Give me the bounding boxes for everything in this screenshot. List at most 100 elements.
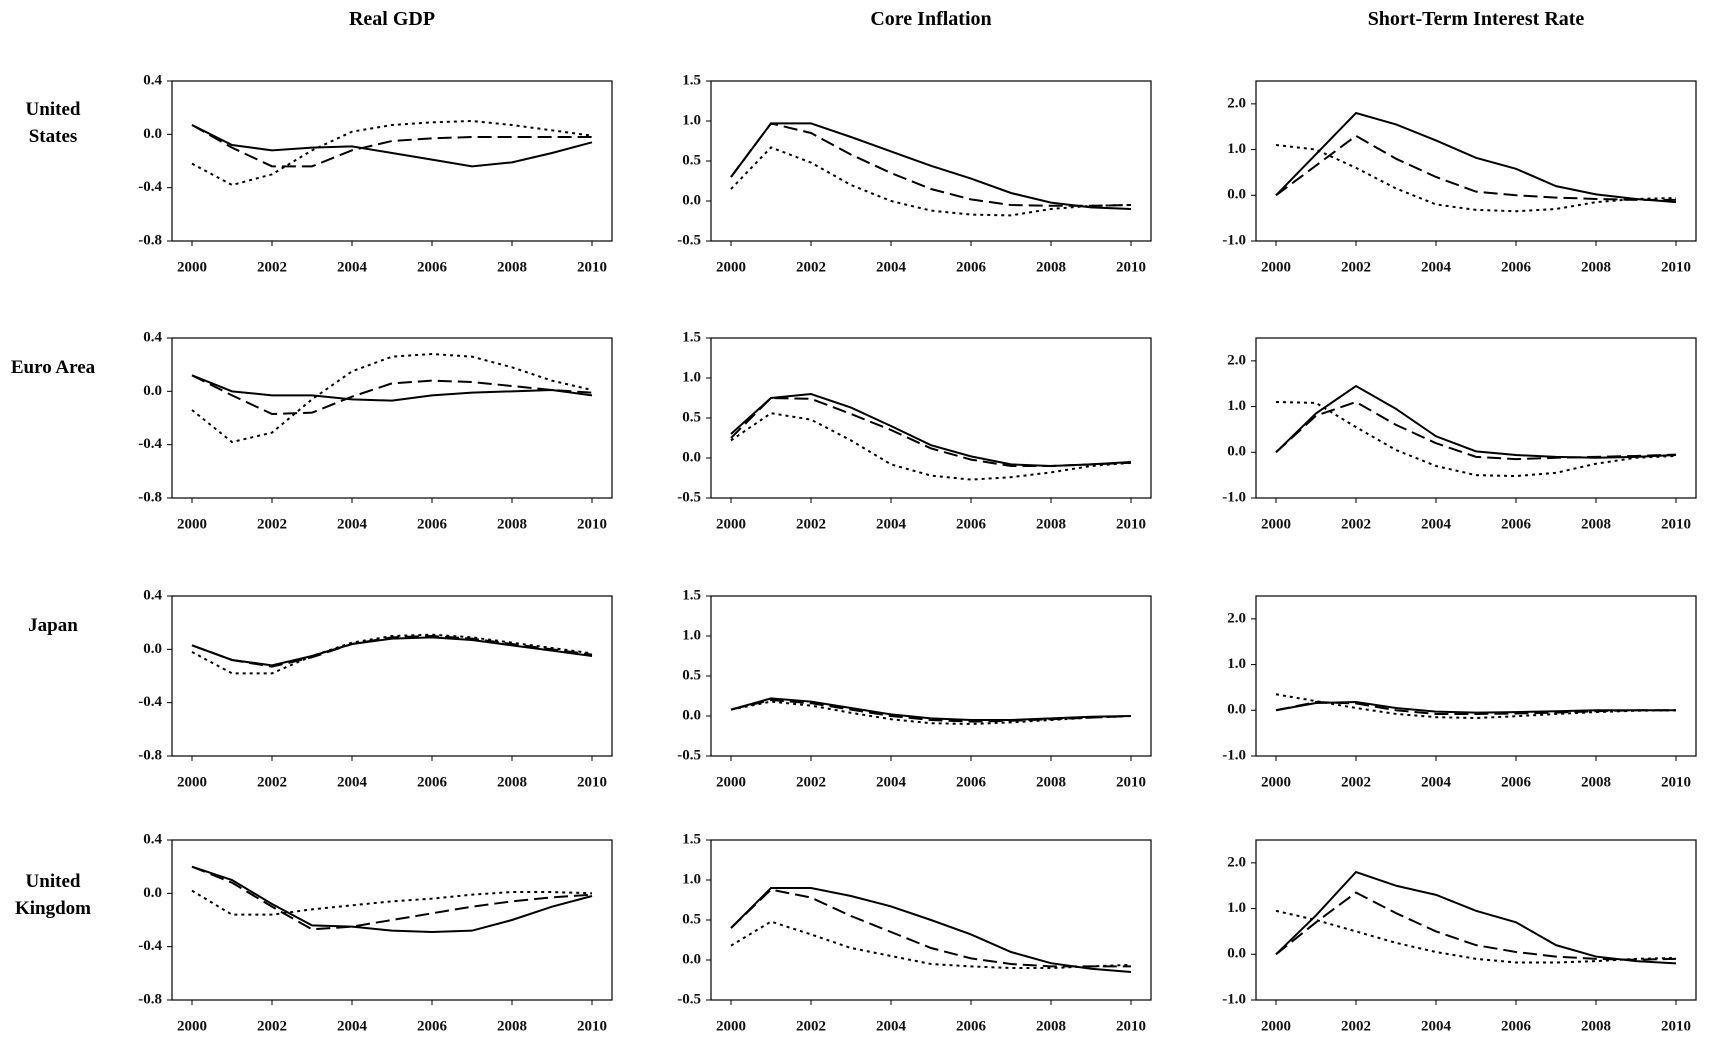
x-tick-label: 2004 (876, 259, 907, 275)
x-tick-label: 2010 (1116, 774, 1146, 790)
y-tick-label: -1.0 (1222, 991, 1246, 1007)
x-tick-label: 2010 (577, 516, 607, 532)
x-tick-label: 2010 (577, 774, 607, 790)
y-tick-label: 0.0 (143, 885, 162, 901)
x-tick-label: 2006 (956, 1018, 987, 1034)
row-label: Japan (28, 615, 78, 636)
plot-frame (171, 839, 613, 1001)
series-line (730, 887, 1132, 973)
x-tick-label: 2006 (417, 1018, 448, 1034)
series-line (730, 396, 1132, 467)
y-tick-label: -0.8 (138, 747, 162, 763)
y-tick-label: 1.5 (682, 329, 701, 345)
x-tick-label: 2000 (1261, 259, 1291, 275)
x-tick-label: 2006 (956, 516, 987, 532)
series-line (191, 352, 593, 444)
column-title: Core Inflation (870, 8, 992, 30)
x-tick-label: 2004 (876, 774, 907, 790)
plot-frame (710, 80, 1152, 242)
y-tick-label: 1.0 (682, 871, 701, 887)
y-tick-label: 2.0 (1227, 610, 1246, 626)
y-tick-label: 0.0 (682, 951, 701, 967)
x-tick-label: 2002 (796, 1018, 826, 1034)
series-line (1275, 891, 1677, 961)
series-line (730, 146, 1132, 217)
y-tick-label: 0.4 (143, 831, 162, 847)
y-tick-label: 0.4 (143, 587, 162, 603)
y-tick-label: -0.4 (138, 938, 162, 954)
x-tick-label: 2008 (1036, 516, 1066, 532)
series-line (191, 374, 593, 402)
x-tick-label: 2008 (1036, 259, 1066, 275)
plot-frame (171, 80, 613, 242)
y-tick-label: -0.5 (677, 747, 701, 763)
row-label: United States (25, 99, 81, 147)
y-tick-label: 0.5 (682, 152, 701, 168)
y-tick-label: 1.5 (682, 587, 701, 603)
plot-frame (171, 595, 613, 757)
y-tick-label: 0.0 (143, 126, 162, 142)
y-tick-label: -0.4 (138, 179, 162, 195)
y-tick-label: -0.4 (138, 694, 162, 710)
x-tick-label: 2002 (1341, 774, 1371, 790)
x-tick-label: 2008 (1581, 774, 1611, 790)
x-tick-label: 2008 (1581, 1018, 1611, 1034)
y-tick-label: -0.4 (138, 436, 162, 452)
x-tick-label: 2008 (1036, 774, 1066, 790)
x-tick-label: 2000 (716, 259, 746, 275)
x-tick-label: 2006 (417, 516, 448, 532)
series-line (1275, 134, 1676, 201)
x-tick-label: 2006 (1501, 259, 1532, 275)
x-tick-label: 2006 (956, 259, 987, 275)
x-tick-label: 2004 (876, 516, 907, 532)
series-line (191, 124, 592, 168)
x-tick-label: 2008 (497, 1018, 527, 1034)
x-tick-label: 2002 (796, 259, 826, 275)
x-tick-label: 2004 (1421, 516, 1452, 532)
x-tick-label: 2004 (337, 774, 368, 790)
x-tick-label: 2008 (1581, 516, 1611, 532)
x-tick-label: 2002 (257, 516, 287, 532)
x-tick-label: 2002 (1341, 259, 1371, 275)
row-label: Euro Area (10, 357, 96, 378)
plot-frame (710, 337, 1152, 499)
x-tick-label: 2004 (876, 1018, 907, 1034)
y-tick-label: -0.8 (138, 991, 162, 1007)
x-tick-label: 2004 (1421, 259, 1452, 275)
y-tick-label: 1.0 (1227, 900, 1246, 916)
y-tick-label: 1.5 (682, 72, 701, 88)
y-tick-label: 0.5 (682, 409, 701, 425)
series-line (191, 633, 593, 675)
series-line (191, 119, 593, 187)
y-tick-label: 0.4 (143, 72, 162, 88)
plot-frame (1255, 80, 1697, 242)
plot-frame (1255, 595, 1697, 757)
series-line (730, 122, 1132, 210)
y-tick-label: -1.0 (1222, 747, 1246, 763)
x-tick-label: 2002 (796, 774, 826, 790)
y-tick-label: -0.5 (677, 991, 701, 1007)
y-tick-label: 0.0 (1227, 946, 1246, 962)
x-tick-label: 2008 (497, 516, 527, 532)
y-tick-label: 2.0 (1227, 352, 1246, 368)
x-tick-label: 2010 (1661, 774, 1691, 790)
series-line (1275, 701, 1676, 715)
y-tick-label: -0.8 (138, 489, 162, 505)
x-tick-label: 2000 (1261, 516, 1291, 532)
x-tick-label: 2004 (337, 259, 368, 275)
y-tick-label: 1.0 (682, 112, 701, 128)
x-tick-label: 2002 (796, 516, 826, 532)
series-line (730, 920, 1132, 969)
series-line (191, 634, 593, 668)
plot-frame (710, 595, 1152, 757)
x-tick-label: 2000 (1261, 1018, 1291, 1034)
y-tick-label: 1.0 (1227, 141, 1246, 157)
x-tick-label: 2004 (1421, 774, 1452, 790)
y-tick-label: -0.8 (138, 232, 162, 248)
x-tick-label: 2008 (497, 259, 527, 275)
x-tick-label: 2010 (1661, 516, 1691, 532)
x-tick-label: 2010 (577, 259, 607, 275)
x-tick-label: 2002 (1341, 1018, 1371, 1034)
x-tick-label: 2000 (716, 516, 746, 532)
